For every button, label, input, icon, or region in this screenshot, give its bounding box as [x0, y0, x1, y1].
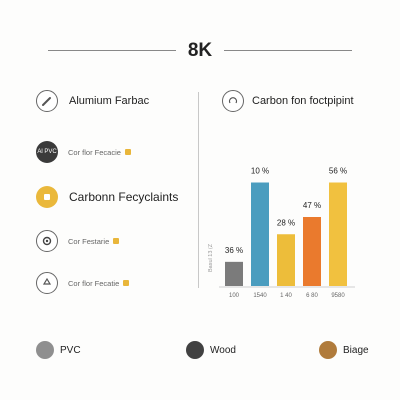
legend-item-pvc: PVC [36, 340, 81, 360]
data-label-0: 36 % [225, 246, 243, 255]
chart-title: Carbon fon foctpipint [252, 95, 354, 107]
puzzle-icon [124, 149, 131, 155]
x-tick-label-3: 6 80 [306, 293, 318, 299]
list-item-pvc[interactable]: Al PVC Cor flor Fecacie [36, 140, 131, 164]
legend-swatch [186, 341, 204, 359]
legend-label: PVC [60, 344, 81, 356]
legend-label: Biage [343, 344, 369, 356]
x-tick-label-1: 1540 [253, 293, 267, 299]
recycle-icon [222, 90, 244, 112]
list-item-title: Alumium Farbac [69, 95, 150, 107]
header-rule-right [224, 50, 352, 51]
header: 8K [0, 36, 400, 66]
square-icon [113, 238, 120, 244]
list-item-fecatie[interactable]: Cor flor Fecatie [36, 271, 130, 295]
data-label-2: 28 % [277, 218, 295, 227]
list-item-festarie[interactable]: Cor Festarie [36, 229, 120, 253]
bar-3 [303, 217, 321, 286]
list-item-title: Carbonn Fecyclaints [69, 190, 179, 204]
bar-4 [329, 182, 347, 286]
x-tick-label-0: 100 [229, 293, 240, 299]
legend-label: Wood [210, 344, 236, 356]
list-item-subtitle: Cor flor Fecacie [68, 147, 121, 157]
list-item-carbon[interactable]: Carbonn Fecyclaints [36, 185, 178, 209]
chart-header: Carbon fon foctpipint [222, 90, 354, 112]
data-label-4: 56 % [329, 167, 347, 176]
x-tick-label-2: 1 40 [280, 293, 292, 299]
legend-swatch [36, 341, 54, 359]
legend-swatch [319, 341, 337, 359]
list-item-subtitle: Cor flor Fecatie [68, 278, 120, 288]
bar-1 [251, 182, 269, 286]
legend-item-wood: Wood [186, 340, 236, 360]
tag-icon [36, 186, 58, 208]
data-label-3: 47 % [303, 201, 321, 210]
puzzle-icon [123, 280, 130, 286]
y-axis-label: Basul 13 (Z [208, 243, 214, 272]
gear-icon [36, 230, 58, 252]
page-title: 8K [187, 40, 213, 61]
header-rule-left [48, 50, 176, 51]
list-item-aluminium[interactable]: Alumium Farbac [36, 89, 149, 113]
column-divider [198, 92, 199, 288]
bar-2 [277, 234, 295, 286]
pencil-icon [36, 90, 58, 112]
list-item-subtitle: Cor Festarie [68, 236, 110, 246]
data-label-1: 10 % [251, 167, 269, 176]
bar-0 [225, 261, 243, 286]
pvc-icon: Al PVC [36, 141, 58, 163]
x-tick-label-4: 9580 [331, 293, 345, 299]
legend-item-biage: Biage [319, 340, 369, 360]
recycle-icon [36, 272, 58, 294]
